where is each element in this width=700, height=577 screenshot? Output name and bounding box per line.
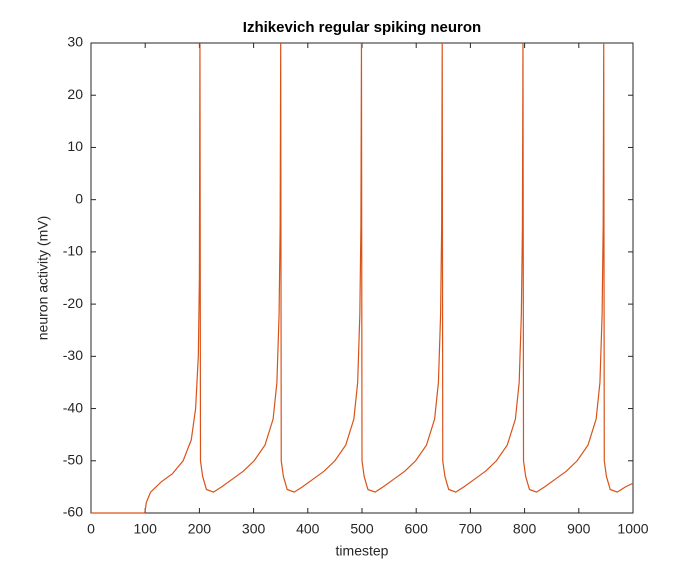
y-tick-label: -10: [63, 243, 83, 259]
x-tick-label: 800: [513, 521, 537, 537]
x-tick-label: 700: [459, 521, 483, 537]
y-tick-label: 0: [75, 190, 83, 206]
x-tick-label: 900: [567, 521, 591, 537]
x-tick-label: 1000: [617, 521, 648, 537]
x-tick-label: 400: [296, 521, 320, 537]
y-axis-label: neuron activity (mV): [35, 216, 51, 340]
y-tick-label: -50: [63, 451, 83, 467]
y-tick-label: 10: [67, 138, 83, 154]
y-tick-label: -60: [63, 504, 83, 520]
y-tick-label: 20: [67, 86, 83, 102]
y-tick-label: -30: [63, 347, 83, 363]
x-tick-label: 500: [350, 521, 374, 537]
line-series: [91, 42, 634, 514]
x-tick-label: 200: [188, 521, 212, 537]
y-tick-label: -20: [63, 295, 83, 311]
x-tick-label: 300: [242, 521, 266, 537]
y-tick-label: 30: [67, 34, 83, 50]
x-tick-label: 600: [405, 521, 429, 537]
chart-title: Izhikevich regular spiking neuron: [243, 19, 481, 36]
y-tick-label: -40: [63, 399, 83, 415]
x-tick-label: 0: [87, 521, 95, 537]
x-tick-label: 100: [134, 521, 158, 537]
x-axis-label: timestep: [336, 543, 389, 559]
